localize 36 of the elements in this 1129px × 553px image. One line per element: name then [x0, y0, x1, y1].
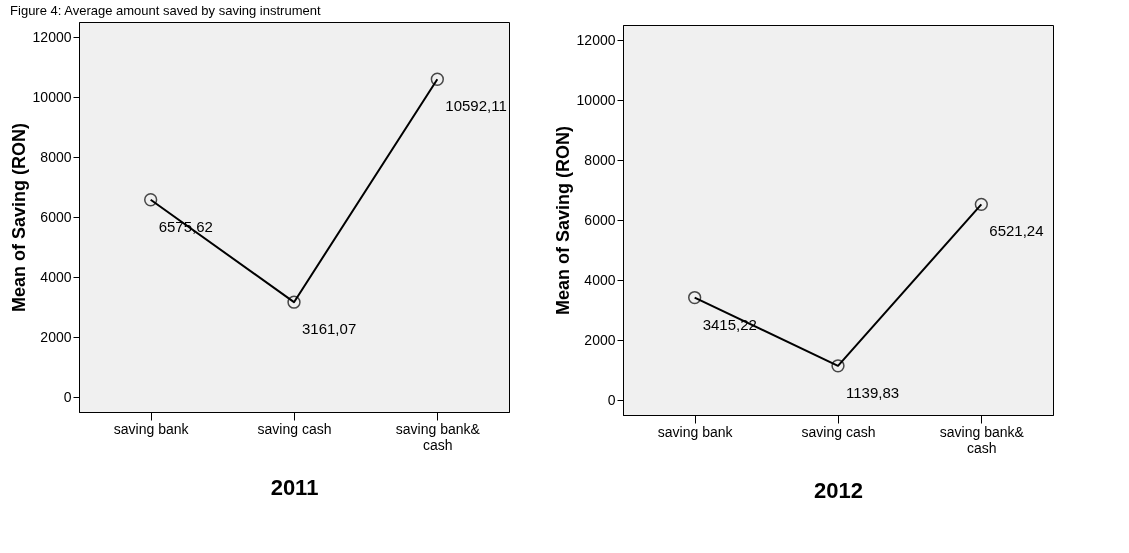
- point: [831, 359, 845, 373]
- y-tick-label: 10000: [576, 91, 616, 108]
- point: [688, 290, 702, 305]
- y-axis-title: Mean of Saving (RON): [8, 122, 29, 313]
- point: [287, 295, 301, 309]
- y-tick-label: 6000: [40, 208, 72, 225]
- y-tick-label: 12000: [576, 31, 616, 48]
- y-axis-title: Mean of Saving (RON): [552, 125, 573, 316]
- x-tick-label: saving bank: [113, 420, 190, 437]
- x-tick-label: saving bank: [657, 423, 734, 440]
- x-axis-title: 2012: [814, 477, 863, 503]
- data-label: 3161,07: [302, 320, 357, 338]
- y-tick-label: 4000: [40, 268, 72, 285]
- y-tick-label: 2000: [584, 331, 616, 348]
- data-label: 1139,83: [846, 383, 900, 401]
- point: [430, 72, 444, 86]
- data-label: 6521,24: [989, 222, 1044, 240]
- y-tick-label: 8000: [40, 148, 72, 165]
- y-tick-label: 0: [63, 388, 72, 405]
- x-tick-label: saving bank& cash: [395, 420, 481, 453]
- y-tick-label: 4000: [584, 271, 616, 288]
- x-axis-title: 2011: [270, 474, 319, 500]
- x-tick-label: saving cash: [801, 423, 876, 440]
- y-tick-label: 0: [607, 391, 616, 408]
- data-label: 10592,11: [445, 97, 507, 115]
- y-tick-label: 8000: [584, 151, 616, 168]
- point: [974, 197, 988, 212]
- point: [144, 193, 158, 207]
- x-tick-label: saving bank& cash: [939, 423, 1025, 456]
- y-tick-label: 6000: [584, 211, 616, 228]
- x-tick-label: saving cash: [257, 420, 332, 437]
- y-tick-label: 12000: [32, 28, 72, 45]
- y-tick-label: 2000: [40, 328, 72, 345]
- data-label: 3415,22: [702, 315, 757, 333]
- chart-title: Figure 4: Average amount saved by saving instrument: [10, 3, 321, 18]
- y-tick-label: 10000: [32, 88, 72, 105]
